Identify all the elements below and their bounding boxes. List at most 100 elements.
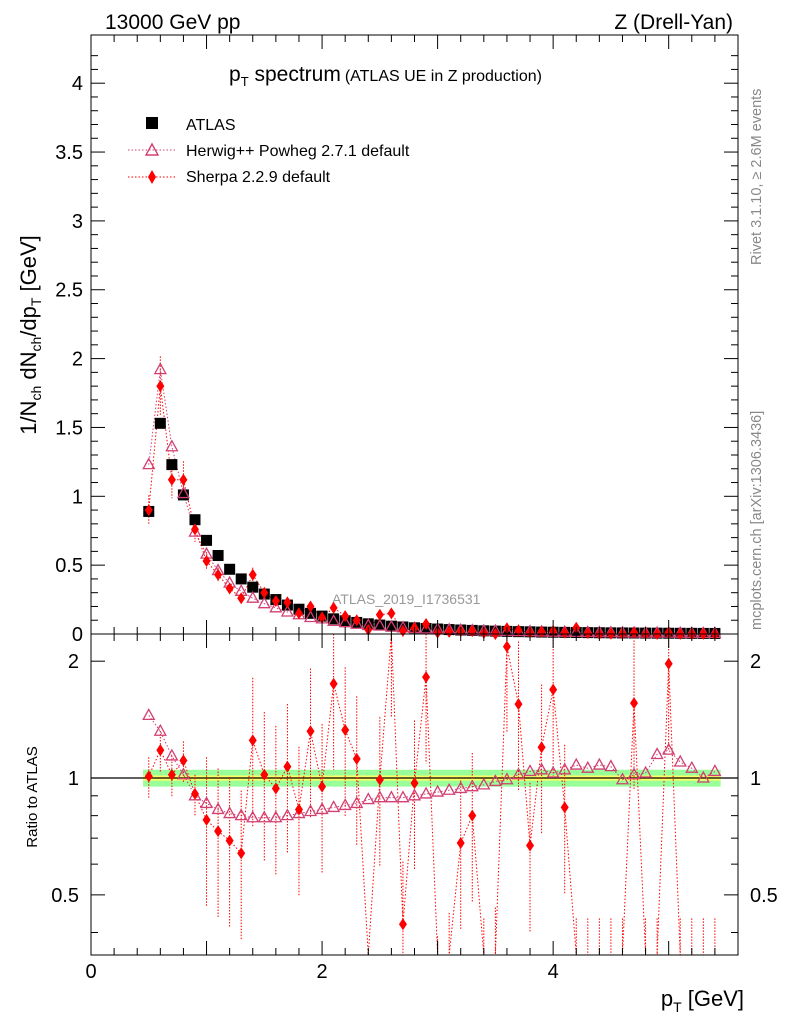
sherpa-ratio-point <box>537 741 546 754</box>
herwig-main-point <box>327 613 341 626</box>
ratio-panel-series <box>142 633 722 956</box>
herwig-ratio-point <box>396 790 410 803</box>
ratio-y-tick-label: 1 <box>68 768 79 790</box>
ratio-panel-axes: 0 2 4 0.5 0.5 1 1 2 2 <box>51 634 778 983</box>
main-y-tick-label: 1.5 <box>55 417 83 439</box>
herwig-ratio-point <box>361 792 375 805</box>
herwig-ratio-point <box>442 782 456 795</box>
herwig-ratio-point <box>500 772 514 785</box>
herwig-ratio-point <box>488 774 502 787</box>
sherpa-main-point <box>514 624 523 637</box>
atlas-main-point <box>189 514 201 526</box>
sherpa-ratio-point <box>526 839 535 852</box>
x-tick-label: 4 <box>548 961 559 983</box>
ratio-y-tick-label: 2 <box>68 651 79 673</box>
herwig-main-point <box>142 457 156 470</box>
sherpa-ratio-point <box>179 754 188 767</box>
atlas-main-point <box>328 613 340 625</box>
ratio-y-tick-label-right: 0.5 <box>750 885 778 907</box>
herwig-ratio-point <box>350 796 364 809</box>
atlas-main-point <box>235 573 247 585</box>
sherpa-ratio-point <box>456 837 465 850</box>
sherpa-main-point <box>214 568 223 581</box>
atlas-main-point <box>177 489 189 501</box>
legend-label-herwig: Herwig++ Powheg 2.7.1 default <box>186 143 410 160</box>
sherpa-main-point <box>179 473 188 486</box>
herwig-ratio-point <box>581 760 595 773</box>
herwig-ratio-point <box>592 757 606 770</box>
sherpa-ratio-point <box>318 780 327 793</box>
sherpa-main-point <box>156 380 165 393</box>
sherpa-main-point <box>294 607 303 620</box>
header-right: Z (Drell-Yan) <box>614 11 733 34</box>
sherpa-ratio-line <box>148 633 715 956</box>
herwig-ratio-point <box>534 762 549 775</box>
sherpa-main-point <box>271 594 280 607</box>
sherpa-main-point <box>225 582 234 595</box>
sherpa-ratio-point <box>468 809 477 822</box>
sherpa-ratio-point <box>422 671 431 684</box>
herwig-ratio-point <box>165 748 179 761</box>
analysis-watermark: ATLAS_2019_I1736531 <box>332 591 481 607</box>
sherpa-ratio-point <box>514 698 523 711</box>
atlas-main-point <box>305 607 317 619</box>
main-y-tick-label: 1 <box>72 486 83 508</box>
herwig-ratio-point <box>407 788 422 801</box>
herwig-ratio-point <box>176 767 191 780</box>
legend-marker-sherpa <box>148 170 156 184</box>
sherpa-ratio-point <box>202 813 211 826</box>
sherpa-main-line <box>148 386 715 635</box>
main-y-tick-label: 3 <box>72 211 83 233</box>
sherpa-ratio-point <box>283 760 292 773</box>
rivet-label: Rivet 3.1.10, ≥ 2.6M events <box>749 89 765 265</box>
sherpa-main-point <box>248 568 257 581</box>
sherpa-main-point <box>630 626 639 639</box>
atlas-main-point <box>374 619 386 631</box>
herwig-ratio-point <box>327 800 341 813</box>
sherpa-main-point <box>167 473 176 486</box>
sherpa-ratio-point <box>190 787 199 800</box>
sherpa-ratio-point <box>225 834 234 847</box>
herwig-main-point <box>303 610 318 623</box>
x-tick-label: 2 <box>317 961 328 983</box>
atlas-main-point <box>166 459 178 471</box>
sherpa-ratio-point <box>306 725 315 738</box>
herwig-ratio-point <box>199 796 214 809</box>
herwig-ratio-point <box>223 806 237 819</box>
sherpa-ratio-point <box>502 640 511 653</box>
header-left: 13000 GeV pp <box>105 11 240 34</box>
svg-text:1/Nch dNch/dpT [GeV]: 1/Nch dNch/dpT [GeV] <box>16 235 44 435</box>
main-y-tick-label: 4 <box>72 73 83 95</box>
herwig-ratio-point <box>615 772 630 785</box>
atlas-main-point <box>201 534 213 546</box>
herwig-ratio-point <box>511 767 526 780</box>
herwig-main-point <box>269 600 283 613</box>
x-axis-title: pT [GeV] <box>661 986 744 1015</box>
sherpa-main-point <box>560 626 569 639</box>
herwig-ratio-point <box>292 806 306 819</box>
herwig-main-point <box>257 596 271 609</box>
herwig-ratio-point <box>523 764 537 777</box>
herwig-ratio-point <box>280 808 295 821</box>
sherpa-main-point <box>202 555 211 568</box>
ratio-y-tick-label-right: 1 <box>750 768 761 790</box>
herwig-ratio-point <box>454 781 468 794</box>
plot-title: pT spectrum (ATLAS UE in Z production) <box>229 63 542 89</box>
sherpa-main-point <box>144 504 153 517</box>
herwig-ratio-point <box>477 777 491 790</box>
herwig-main-point <box>246 590 260 603</box>
herwig-ratio-point <box>234 808 248 821</box>
herwig-ratio-point <box>465 779 479 792</box>
herwig-ratio-point <box>650 747 664 760</box>
sherpa-ratio-point <box>410 777 419 790</box>
herwig-ratio-point <box>558 762 572 775</box>
legend-label-sherpa: Sherpa 2.2.9 default <box>186 169 331 186</box>
legend-label-atlas: ATLAS <box>186 117 236 134</box>
ratio-panel-frame <box>90 633 739 956</box>
herwig-ratio-point <box>627 767 641 780</box>
sherpa-ratio-point <box>352 752 361 765</box>
herwig-ratio-point <box>638 765 653 778</box>
legend-marker-herwig <box>144 142 160 156</box>
sherpa-main-point <box>341 610 350 623</box>
